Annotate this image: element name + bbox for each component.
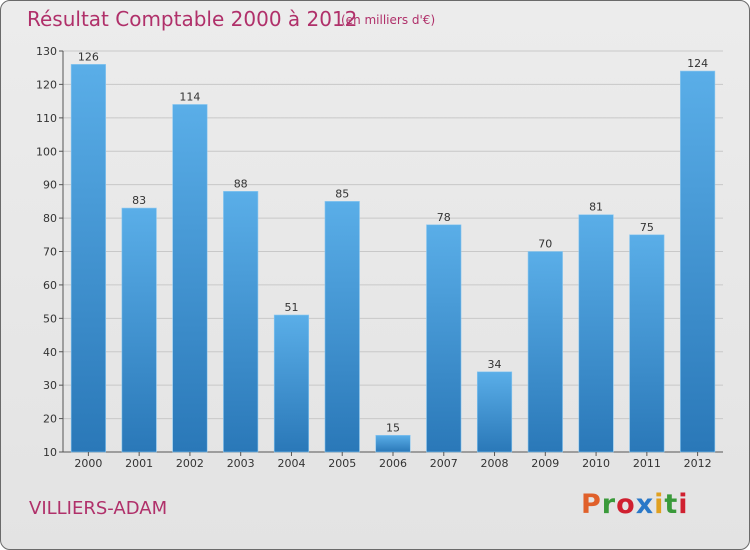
bar bbox=[527, 251, 563, 453]
brand-letter: i bbox=[654, 489, 665, 520]
brand-letter: x bbox=[635, 489, 655, 520]
bar bbox=[273, 314, 310, 453]
bars: 126 83 114 88 51 85 15 78 34 70 81 75 124 bbox=[70, 50, 716, 453]
data-label: 51 bbox=[284, 301, 298, 314]
brand-letter: r bbox=[601, 489, 617, 520]
y-tick-label: 120 bbox=[36, 78, 57, 91]
y-tick-label: 10 bbox=[43, 446, 57, 459]
y-tick-label: 50 bbox=[43, 312, 57, 325]
bar bbox=[324, 201, 360, 453]
x-tick-label: 2003 bbox=[227, 457, 255, 470]
data-label: 83 bbox=[132, 194, 146, 207]
x-tick-label: 2005 bbox=[328, 457, 356, 470]
y-tick-label: 80 bbox=[43, 212, 57, 225]
x-tick-label: 2006 bbox=[379, 457, 407, 470]
bar bbox=[223, 191, 259, 453]
bar bbox=[375, 434, 411, 453]
x-axis-ticks: 2000 2001 2002 2003 2004 2005 2006 2007 2008 2009… bbox=[74, 452, 712, 470]
brand-letter: o bbox=[616, 489, 636, 520]
data-label: 88 bbox=[234, 177, 248, 190]
brand-logo: Proxiti bbox=[581, 489, 689, 520]
data-label: 15 bbox=[386, 421, 400, 434]
x-tick-label: 2007 bbox=[430, 457, 458, 470]
x-tick-label: 2011 bbox=[633, 457, 661, 470]
bar bbox=[172, 104, 208, 453]
bar bbox=[476, 371, 513, 453]
data-label: 78 bbox=[437, 211, 451, 224]
chart-title: Résultat Comptable 2000 à 2012 bbox=[27, 7, 358, 31]
bar bbox=[578, 214, 614, 453]
bar bbox=[426, 224, 462, 453]
data-label: 70 bbox=[538, 238, 552, 251]
y-tick-label: 100 bbox=[36, 145, 57, 158]
y-tick-label: 30 bbox=[43, 379, 57, 392]
bar bbox=[629, 234, 665, 453]
x-tick-label: 2012 bbox=[684, 457, 712, 470]
data-label: 81 bbox=[589, 201, 603, 214]
x-tick-label: 2009 bbox=[531, 457, 559, 470]
x-tick-label: 2010 bbox=[582, 457, 610, 470]
data-label: 85 bbox=[335, 187, 349, 200]
data-label: 34 bbox=[488, 358, 502, 371]
location-label: VILLIERS-ADAM bbox=[29, 498, 168, 519]
y-tick-label: 70 bbox=[43, 246, 57, 259]
x-tick-label: 2001 bbox=[125, 457, 153, 470]
data-label: 114 bbox=[179, 90, 200, 103]
chart-subtitle: (en milliers d'€) bbox=[341, 13, 436, 27]
data-label: 75 bbox=[640, 221, 654, 234]
brand-letter: P bbox=[581, 489, 602, 520]
data-label: 126 bbox=[78, 50, 99, 63]
x-tick-label: 2008 bbox=[481, 457, 509, 470]
y-tick-label: 130 bbox=[36, 45, 57, 58]
bar bbox=[121, 207, 157, 453]
x-tick-label: 2004 bbox=[277, 457, 305, 470]
grid-lines bbox=[63, 50, 723, 453]
bar bbox=[680, 70, 716, 453]
x-tick-label: 2000 bbox=[74, 457, 102, 470]
data-label: 124 bbox=[687, 57, 708, 70]
x-tick-label: 2002 bbox=[176, 457, 204, 470]
brand-letter: t bbox=[664, 489, 679, 520]
y-tick-label: 110 bbox=[36, 112, 57, 125]
bar bbox=[70, 64, 106, 453]
y-tick-label: 60 bbox=[43, 279, 57, 292]
y-tick-label: 40 bbox=[43, 346, 57, 359]
y-tick-label: 90 bbox=[43, 179, 57, 192]
y-axis-ticks: 10 20 30 40 50 60 70 80 90 100 110 120 130 bbox=[36, 45, 63, 459]
brand-letter: i bbox=[678, 489, 689, 520]
y-tick-label: 20 bbox=[43, 413, 57, 426]
